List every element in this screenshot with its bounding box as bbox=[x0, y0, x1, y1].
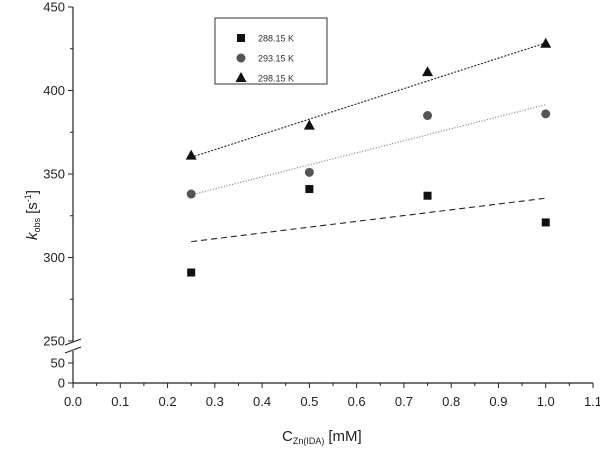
legend-marker-29815 bbox=[235, 72, 247, 82]
x-tick-label: 1.1 bbox=[584, 394, 600, 409]
x-tick-label: 0.7 bbox=[395, 394, 413, 409]
y-axis-title: kobs[s-1] bbox=[23, 190, 42, 240]
legend-label-29815: 298.15 K bbox=[258, 74, 294, 84]
data-point-29815 bbox=[185, 149, 197, 160]
fit-line-28815 bbox=[191, 197, 546, 243]
data-point-29315 bbox=[186, 189, 196, 199]
data-point-29815 bbox=[540, 37, 552, 48]
x-tick-label: 0.1 bbox=[111, 394, 129, 409]
legend-box bbox=[214, 17, 328, 85]
legend-marker-29315 bbox=[236, 53, 246, 63]
data-point-29815 bbox=[422, 66, 434, 77]
y-tick-label: 350 bbox=[43, 167, 65, 182]
x-tick-label: 0.6 bbox=[348, 394, 366, 409]
axes bbox=[64, 7, 593, 384]
data-point-29315 bbox=[423, 111, 433, 121]
legend-marker-28815 bbox=[237, 34, 245, 42]
y-tick-label: 450 bbox=[43, 0, 65, 15]
data-point-28815 bbox=[423, 191, 432, 200]
y-tick-label: 400 bbox=[43, 83, 65, 98]
y-axis-ticks: 250 300 350 400 450 0 50 bbox=[43, 0, 73, 391]
legend-label-28815: 288.15 K bbox=[258, 34, 294, 44]
fit-line-29815 bbox=[191, 42, 546, 158]
data-point-29815 bbox=[303, 119, 315, 130]
legend-label-29315: 293.15 K bbox=[258, 54, 294, 64]
y-tick-label: 250 bbox=[43, 334, 65, 349]
x-tick-label: 0.0 bbox=[64, 394, 82, 409]
x-tick-label: 0.4 bbox=[253, 394, 271, 409]
x-tick-label: 0.9 bbox=[489, 394, 507, 409]
data-point-28815 bbox=[187, 268, 196, 277]
x-tick-label: 0.3 bbox=[206, 394, 224, 409]
x-tick-label: 0.8 bbox=[442, 394, 460, 409]
fit-lines bbox=[191, 42, 546, 243]
y-tick-label: 300 bbox=[43, 250, 65, 265]
axis-break-mark bbox=[64, 346, 82, 354]
x-axis-ticks: 0.0 0.1 0.2 0.3 0.4 0.5 0.6 0.7 0.8 0.9 1.0 1.1 bbox=[64, 383, 600, 409]
y-tick-label: 0 bbox=[58, 376, 65, 391]
legend: 288.15 K 293.15 K 298.15 K bbox=[214, 17, 328, 85]
data-point-29315 bbox=[541, 109, 551, 119]
x-tick-label: 1.0 bbox=[537, 394, 555, 409]
x-tick-label: 0.2 bbox=[159, 394, 177, 409]
x-tick-label: 0.5 bbox=[300, 394, 318, 409]
y-tick-label: 50 bbox=[51, 356, 65, 371]
axis-break-mark bbox=[64, 338, 82, 346]
data-point-28815 bbox=[305, 185, 314, 194]
x-axis-title: CZn(IDA) [mM] bbox=[282, 428, 362, 446]
data-markers bbox=[185, 37, 552, 277]
data-point-28815 bbox=[541, 218, 550, 227]
fit-line-29315 bbox=[191, 104, 546, 196]
data-point-29315 bbox=[304, 167, 314, 177]
